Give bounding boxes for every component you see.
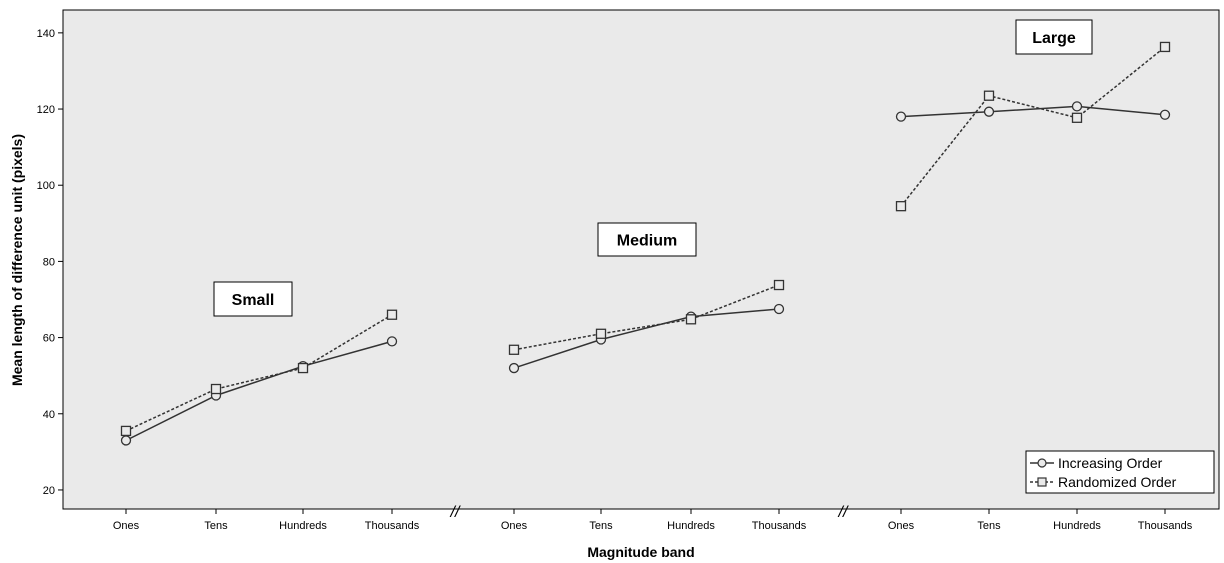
series-layer [120,41,1171,446]
x-tick-label: Hundreds [1053,520,1101,532]
series-line-randomized [125,314,393,432]
x-tick-label: Tens [977,520,1001,532]
data-point-square [595,328,607,339]
series-line-randomized [900,46,1166,207]
x-tick-label: Ones [501,520,528,532]
legend-marker-circle [1037,458,1047,468]
y-tick-label: 20 [43,485,55,497]
group-label: Medium [617,233,677,250]
y-axis: 20 40 60 80 100 120 140 [37,28,63,497]
x-tick-label: Hundreds [279,520,327,532]
data-point-square [983,90,995,101]
data-point-square [386,309,398,320]
group-labels: Small Medium Large [213,19,1093,317]
x-tick-label: Hundreds [667,520,715,532]
legend: Increasing Order Randomized Order [1025,450,1215,494]
series-line-randomized [513,284,780,351]
series-line-increasing [513,308,780,369]
x-tick-label: Thousands [1138,520,1193,532]
legend-label-increasing: Increasing Order [1058,455,1163,471]
data-point-circle [120,435,132,446]
group-label: Large [1032,30,1076,47]
y-tick-label: 140 [37,28,55,40]
series-line-increasing [125,340,393,442]
data-point-square [685,314,697,325]
x-axis-title: Magnitude band [587,544,694,560]
group-label: Small [232,292,275,309]
y-axis-title: Mean length of difference unit (pixels) [9,134,25,386]
data-point-square [1071,112,1083,123]
legend-label-randomized: Randomized Order [1058,474,1177,490]
data-point-square [120,425,132,437]
data-point-circle [1071,101,1083,112]
group-label-box [1015,19,1093,55]
data-point-circle [508,362,520,374]
plot-area [62,9,1220,510]
data-point-square [508,344,520,355]
y-tick-label: 120 [37,104,55,116]
y-tick-label: 40 [43,409,55,421]
data-point-circle [983,106,995,117]
data-point-square [1159,41,1171,53]
x-tick-label: Tens [204,520,228,532]
group-label-box [597,222,697,257]
x-axis: Ones Tens Hundreds Thousands Ones Tens Hundred… [113,504,1193,532]
data-point-circle [773,303,785,315]
legend-box [1025,450,1215,494]
data-point-square [210,383,222,395]
x-tick-label: Ones [888,520,915,532]
group-label-box [213,281,293,317]
series-line-increasing [900,105,1166,118]
y-tick-label: 60 [43,333,55,345]
legend-marker-square [1037,477,1047,487]
x-tick-label: Thousands [752,520,807,532]
data-point-square [773,279,785,291]
x-tick-label: Tens [589,520,613,532]
y-tick-label: 100 [37,180,55,192]
data-point-circle [1159,109,1171,120]
data-point-square [297,362,309,374]
data-point-square [895,201,907,212]
x-tick-label: Thousands [365,520,420,532]
axis-break-marker: // [450,504,461,521]
x-tick-label: Ones [113,520,140,532]
y-tick-label: 80 [43,256,55,268]
data-point-circle [895,111,907,122]
data-point-circle [386,336,398,347]
axis-break-marker: // [838,504,849,521]
